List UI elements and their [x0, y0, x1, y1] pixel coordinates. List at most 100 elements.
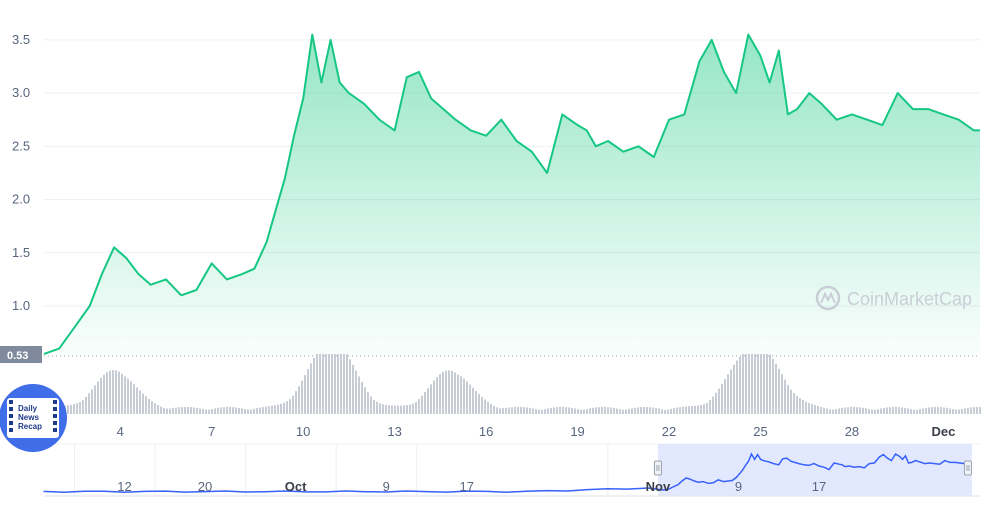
volume-bar	[964, 408, 966, 414]
volume-bar	[517, 406, 519, 414]
x-tick-label: 7	[208, 424, 215, 439]
volume-bar	[442, 372, 444, 414]
volume-bar	[370, 396, 372, 414]
logo-line-3: Recap	[18, 422, 42, 431]
volume-bar	[703, 404, 705, 414]
volume-bar	[817, 406, 819, 414]
volume-bar	[85, 396, 87, 414]
volume-bar	[568, 407, 570, 414]
volume-bar	[607, 407, 609, 414]
volume-bar	[943, 407, 945, 414]
volume-bar	[952, 409, 954, 414]
volume-bar	[316, 354, 318, 414]
volume-bar	[310, 363, 312, 414]
volume-bar	[934, 407, 936, 414]
volume-bar	[874, 409, 876, 414]
volume-bar	[835, 409, 837, 414]
volume-bar	[700, 404, 702, 414]
volume-bar	[664, 409, 666, 414]
current-value-badge-bg	[0, 346, 42, 363]
volume-bar	[358, 376, 360, 414]
volume-bar	[610, 407, 612, 414]
volume-bar	[577, 409, 579, 414]
volume-bar	[178, 407, 180, 414]
volume-bar	[940, 407, 942, 414]
volume-bar	[649, 407, 651, 414]
volume-bar	[154, 403, 156, 414]
volume-bar	[733, 364, 735, 414]
volume-bar	[598, 407, 600, 414]
volume-bar	[424, 392, 426, 414]
volume-bar	[766, 354, 768, 414]
y-tick-label: 3.5	[12, 32, 30, 47]
volume-bar	[445, 370, 447, 414]
volume-bar	[613, 407, 615, 414]
volume-bar	[742, 354, 744, 414]
volume-bar	[814, 405, 816, 414]
volume-bar	[673, 408, 675, 414]
navigator-handle-left[interactable]	[653, 460, 662, 476]
navigator[interactable]: 12 20 Oct 9 17 Nov 9 17	[43, 443, 980, 497]
volume-bar	[910, 409, 912, 414]
volume-bar	[337, 354, 339, 414]
volume-bar	[631, 408, 633, 414]
handle-grip[interactable]	[963, 460, 972, 476]
handle-grip[interactable]	[653, 460, 662, 476]
volume-bar	[880, 408, 882, 414]
volume-bar	[394, 405, 396, 414]
volume-bar	[541, 409, 543, 414]
volume-bar	[247, 409, 249, 414]
volume-bar	[652, 407, 654, 414]
volume-bar	[190, 407, 192, 414]
volume-bar	[391, 405, 393, 414]
volume-bar	[856, 407, 858, 414]
volume-bar	[781, 374, 783, 414]
volume-bar	[823, 407, 825, 414]
volume-bar	[352, 364, 354, 414]
price-area	[43, 33, 980, 356]
x-tick-label: 16	[479, 424, 493, 439]
volume-bar	[463, 378, 465, 414]
volume-bar	[382, 404, 384, 414]
volume-bar	[505, 407, 507, 414]
volume-bar	[796, 395, 798, 414]
x-tick-label: 19	[570, 424, 584, 439]
volume-bar	[97, 381, 99, 414]
volume-bar	[718, 388, 720, 414]
watermark-text: CoinMarketCap	[847, 289, 972, 309]
volume-bar	[901, 407, 903, 414]
volume-bar	[373, 400, 375, 414]
current-value-badge: 0.53	[0, 346, 42, 363]
volume-bar	[259, 407, 261, 414]
volume-bar	[685, 406, 687, 414]
volume-bar	[970, 407, 972, 414]
volume-bar	[409, 404, 411, 414]
volume-bar	[475, 391, 477, 414]
volume-bar	[913, 409, 915, 414]
volume-bar	[100, 377, 102, 414]
navigator-line	[43, 452, 972, 493]
volume-bar	[712, 396, 714, 414]
navigator-selected-range[interactable]	[657, 444, 972, 496]
volume-bar	[166, 408, 168, 414]
volume-bar	[133, 384, 135, 414]
price-area-fill	[44, 34, 980, 356]
volume-bar	[640, 407, 642, 414]
volume-bar	[508, 407, 510, 414]
volume-bar	[484, 399, 486, 414]
x-tick-label: Dec	[931, 424, 955, 439]
navigator-handle-right[interactable]	[963, 460, 972, 476]
volume-bar	[883, 407, 885, 414]
volume-bar	[745, 354, 747, 414]
volume-bar	[634, 407, 636, 414]
volume-bar	[295, 391, 297, 414]
volume-bar	[535, 408, 537, 414]
volume-bar	[328, 354, 330, 414]
volume-bar	[523, 407, 525, 414]
volume-bar	[142, 393, 144, 414]
volume-bar	[127, 378, 129, 414]
navigator-tick-label: 9	[735, 479, 742, 494]
volume-bar	[106, 372, 108, 414]
volume-bar	[73, 404, 75, 414]
